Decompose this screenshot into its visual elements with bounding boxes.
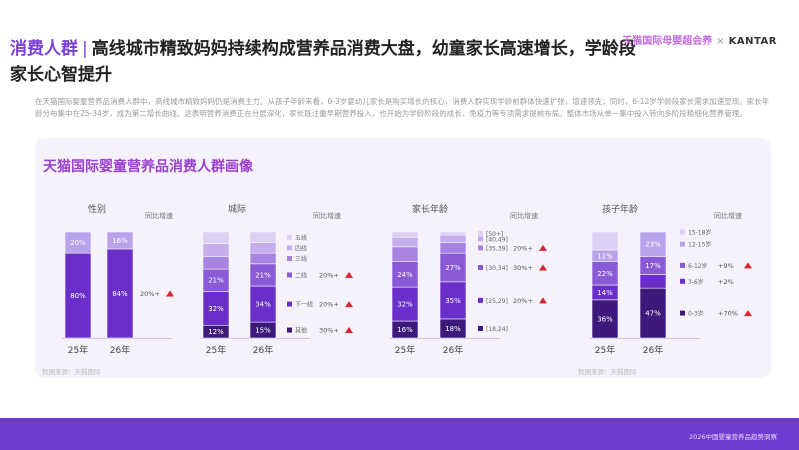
chart-card-title: 天猫国际婴童营养品消费人群画像 [43, 159, 253, 175]
footer-bar: 2026中国婴童营养品趋势洞察 [0, 418, 799, 450]
footer-text: 2026中国婴童营养品趋势洞察 [688, 433, 777, 441]
brand-logos: 天猫国际母婴超会养 × KANTAR [622, 32, 777, 47]
source-note-left: 数据来源：天猫国际 [42, 368, 101, 376]
kantar-logo: KANTAR [728, 36, 777, 47]
chart-card: 天猫国际婴童营养品消费人群画像 [35, 138, 771, 378]
page-title: 高线城市精致妈妈持续构成营养品消费大盘，幼童家长高速增长，学龄段家长心智提升 [10, 39, 636, 85]
section-tag: 消费人群 [10, 39, 78, 59]
source-note-right: 数据来源：天猫国际 [578, 368, 637, 376]
brand-separator: × [716, 36, 725, 47]
page-header: 消费人群 | 高线城市精致妈妈持续构成营养品消费大盘，幼童家长高速增长，学龄段家长心… [10, 34, 650, 88]
description-text: 在天猫国际婴童营养品消费人群中，高线城市精致妈妈仍是消费主力。从孩子年龄来看，0… [35, 97, 770, 118]
tmall-logo: 天猫国际母婴超会养 [622, 36, 713, 47]
title-separator: | [82, 39, 88, 59]
